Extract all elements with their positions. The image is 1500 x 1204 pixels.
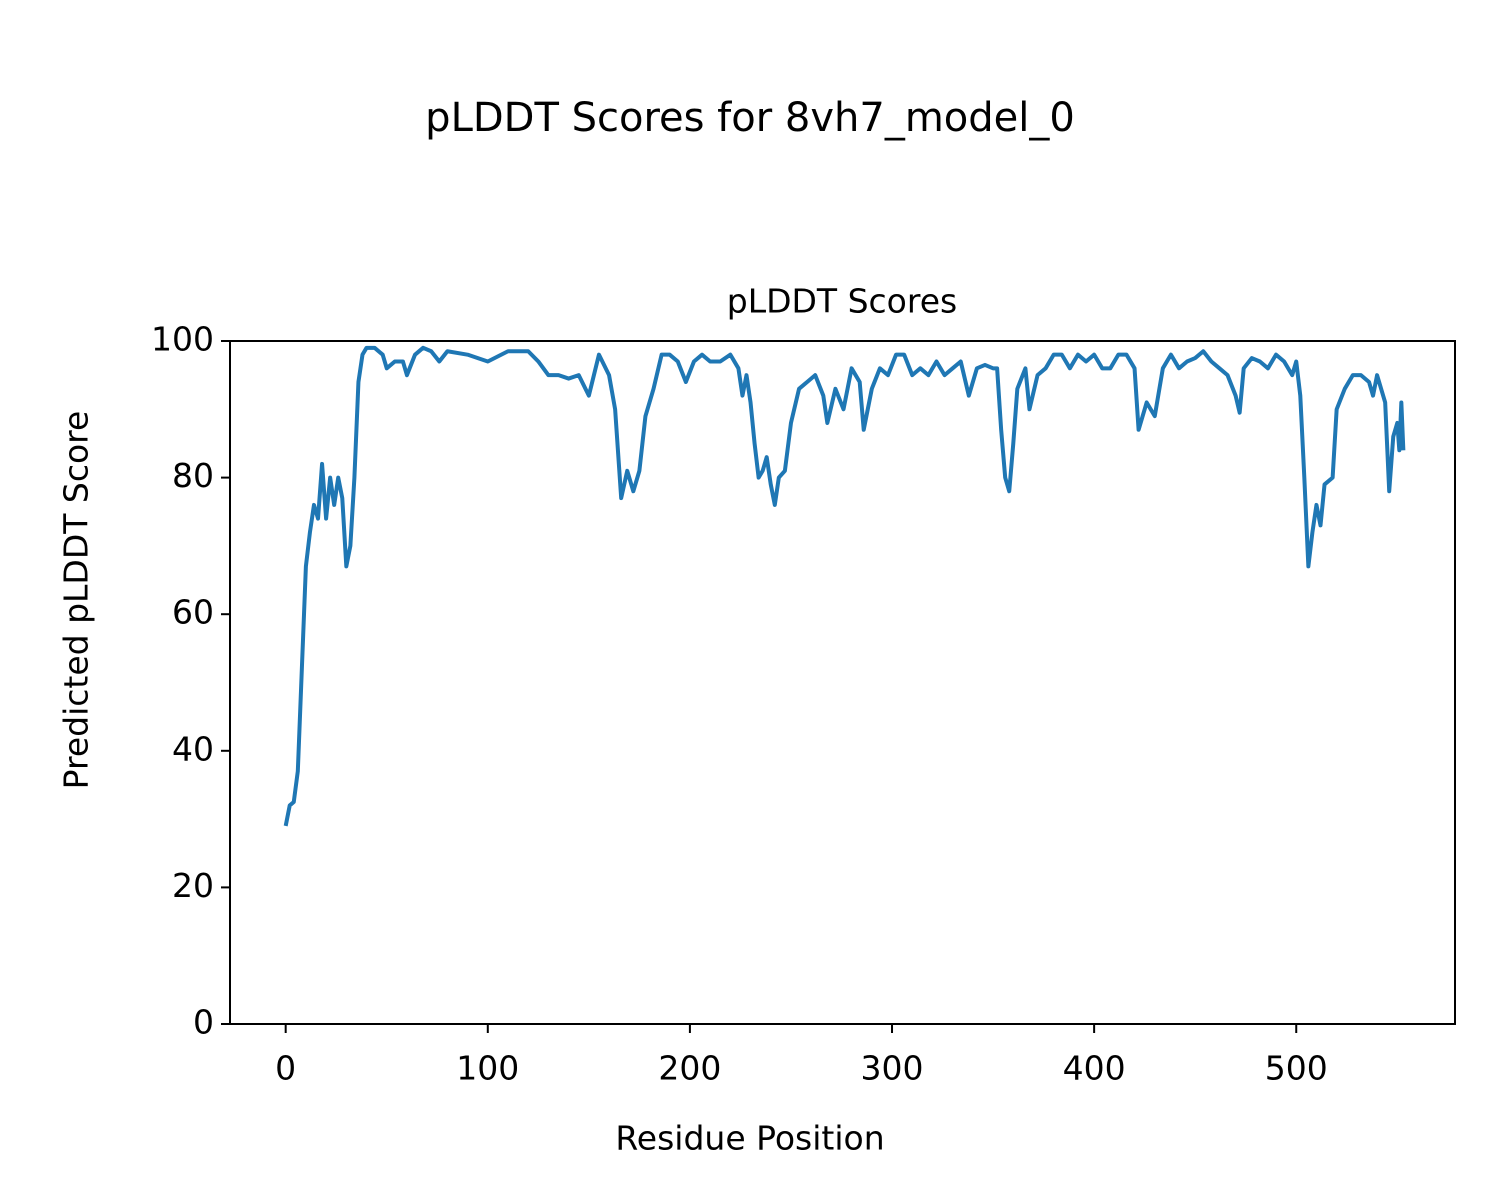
- plot-frame: [229, 340, 1456, 1025]
- x-tick-label: 0: [275, 1049, 296, 1088]
- y-tick-label: 40: [172, 729, 214, 768]
- y-tick-label: 0: [193, 1003, 214, 1042]
- x-tick-label: 400: [1063, 1049, 1126, 1088]
- y-tick-label: 80: [172, 456, 214, 495]
- y-tick-label: 60: [172, 593, 214, 632]
- y-axis-label: Predicted pLDDT Score: [57, 411, 96, 790]
- x-tick-label: 100: [456, 1049, 519, 1088]
- y-tick-label: 100: [151, 320, 214, 359]
- y-tick-label: 20: [172, 866, 214, 905]
- x-tick-label: 500: [1265, 1049, 1328, 1088]
- data-line: [283, 345, 1406, 827]
- chart-subtitle: pLDDT Scores: [727, 282, 957, 321]
- x-axis-label: Residue Position: [615, 1119, 884, 1158]
- x-tick-label: 200: [658, 1049, 721, 1088]
- x-tick-label: 300: [861, 1049, 924, 1088]
- chart-title: pLDDT Scores for 8vh7_model_0: [425, 95, 1075, 141]
